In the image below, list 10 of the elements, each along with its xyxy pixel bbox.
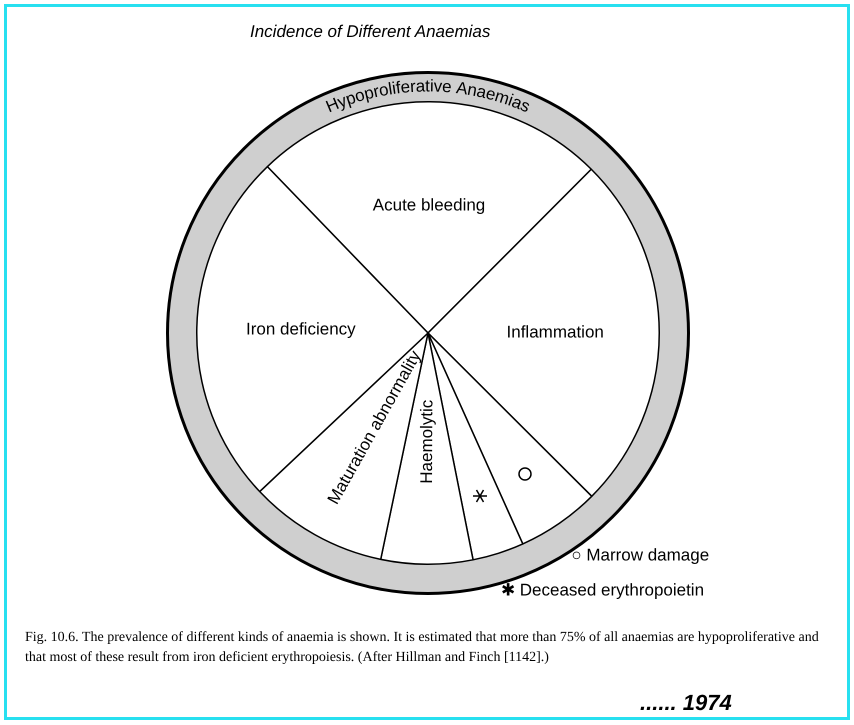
slice-label: Iron deficiency <box>246 320 356 339</box>
slice-label: Inflammation <box>506 322 604 342</box>
slice-label: ○ Marrow damage <box>571 546 710 565</box>
caption: Fig. 10.6. The prevalence of different kinds of anaemia is shown. It is estimated that more than 75% of all anaemias are hypoproliferative and that most of these result from iron deficient erythropoiesis. (After Hillman and Finch [1142].) <box>25 629 820 667</box>
slice-label: Haemolytic <box>416 399 436 484</box>
chart-title: Incidence of Different Anaemias <box>250 22 490 42</box>
text: ...... 1974 <box>640 690 732 716</box>
slice-label: Acute bleeding <box>372 196 486 215</box>
text: Hypoproliferative Anaemias <box>323 76 533 116</box>
slice-label: ✱ Deceased erythropoietin <box>501 580 704 600</box>
